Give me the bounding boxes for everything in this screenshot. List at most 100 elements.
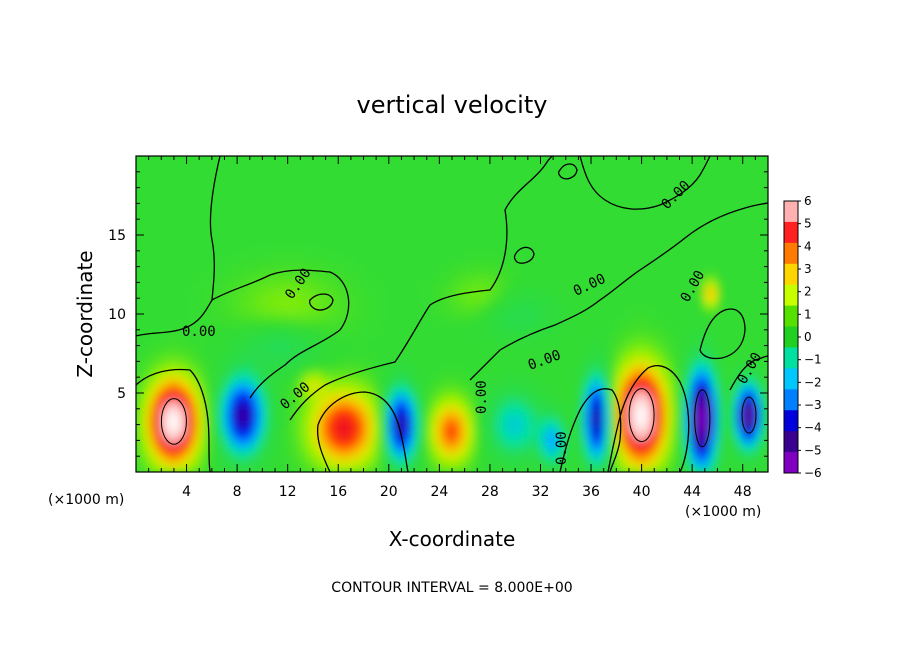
heatmap-cell bbox=[723, 376, 731, 385]
heatmap-cell bbox=[268, 206, 276, 214]
heatmap-cell bbox=[653, 383, 662, 391]
heatmap-cell bbox=[331, 294, 339, 302]
heatmap-cell bbox=[388, 250, 396, 258]
heatmap-cell bbox=[173, 307, 181, 315]
heatmap-cell bbox=[400, 383, 409, 391]
heatmap-cell bbox=[628, 193, 636, 201]
heatmap-cell bbox=[685, 174, 693, 182]
heatmap-cell bbox=[299, 326, 308, 334]
heatmap-cell bbox=[173, 269, 181, 277]
heatmap-cell bbox=[223, 212, 232, 220]
heatmap-cell bbox=[609, 452, 617, 460]
heatmap-cell bbox=[318, 294, 327, 302]
heatmap-cell bbox=[287, 180, 295, 189]
heatmap-cell bbox=[495, 338, 504, 347]
heatmap-cell bbox=[141, 262, 150, 271]
heatmap-cell bbox=[312, 199, 320, 208]
heatmap-cell bbox=[603, 275, 611, 283]
heatmap-cell bbox=[293, 250, 301, 258]
heatmap-cell bbox=[603, 161, 611, 170]
heatmap-cell bbox=[160, 256, 169, 264]
heatmap-cell bbox=[306, 433, 314, 441]
heatmap-cell bbox=[261, 326, 270, 334]
heatmap-cell bbox=[761, 338, 768, 347]
heatmap-cell bbox=[242, 243, 251, 252]
heatmap-cell bbox=[622, 389, 630, 397]
heatmap-cell bbox=[148, 401, 156, 410]
heatmap-cell bbox=[704, 307, 712, 315]
heatmap-cell bbox=[217, 161, 225, 170]
heatmap-cell bbox=[514, 420, 523, 429]
heatmap-cell bbox=[489, 307, 497, 315]
heatmap-cell bbox=[672, 408, 681, 416]
heatmap-cell bbox=[363, 180, 371, 189]
heatmap-cell bbox=[445, 161, 453, 170]
heatmap-cell bbox=[584, 237, 592, 245]
heatmap-cell bbox=[388, 225, 396, 233]
heatmap-cell bbox=[622, 345, 630, 353]
heatmap-cell bbox=[413, 156, 421, 163]
heatmap-cell bbox=[274, 275, 282, 283]
heatmap-cell bbox=[514, 389, 523, 397]
heatmap-cell bbox=[514, 332, 523, 340]
heatmap-cell bbox=[508, 218, 516, 227]
heatmap-cell bbox=[521, 357, 529, 366]
heatmap-cell bbox=[136, 351, 143, 359]
heatmap-cell bbox=[451, 180, 459, 189]
heatmap-cell bbox=[723, 262, 731, 271]
heatmap-cell bbox=[495, 414, 504, 422]
heatmap-cell bbox=[464, 383, 472, 391]
heatmap-cell bbox=[761, 275, 768, 283]
heatmap-cell bbox=[539, 370, 548, 378]
heatmap-cell bbox=[716, 161, 725, 170]
heatmap-cell bbox=[584, 300, 592, 309]
heatmap-cell bbox=[590, 458, 598, 467]
heatmap-cell bbox=[666, 174, 674, 182]
heatmap-cell bbox=[369, 414, 377, 422]
heatmap-cell bbox=[464, 319, 472, 328]
heatmap-cell bbox=[457, 275, 466, 283]
heatmap-cell bbox=[136, 269, 143, 277]
heatmap-cell bbox=[464, 300, 472, 309]
heatmap-cell bbox=[299, 370, 308, 378]
heatmap-cell bbox=[261, 408, 270, 416]
heatmap-cell bbox=[546, 345, 554, 353]
heatmap-cell bbox=[476, 174, 485, 182]
heatmap-cell bbox=[136, 370, 143, 378]
heatmap-cell bbox=[223, 307, 232, 315]
heatmap-cell bbox=[287, 357, 295, 366]
heatmap-cell bbox=[483, 427, 491, 435]
heatmap-cell bbox=[464, 414, 472, 422]
heatmap-cell bbox=[293, 174, 301, 182]
heatmap-cell bbox=[318, 420, 327, 429]
heatmap-cell bbox=[679, 212, 687, 220]
heatmap-cell bbox=[268, 376, 276, 385]
heatmap-cell bbox=[249, 218, 257, 227]
heatmap-cell bbox=[527, 300, 535, 309]
heatmap-cell bbox=[154, 281, 162, 290]
heatmap-cell bbox=[198, 313, 207, 321]
heatmap-cell bbox=[293, 237, 301, 245]
heatmap-cell bbox=[242, 250, 251, 258]
heatmap-cell bbox=[381, 452, 390, 460]
heatmap-cell bbox=[584, 326, 592, 334]
heatmap-cell bbox=[691, 300, 699, 309]
heatmap-cell bbox=[217, 370, 225, 378]
heatmap-cell bbox=[729, 326, 737, 334]
heatmap-cell bbox=[299, 243, 308, 252]
heatmap-cell bbox=[514, 218, 523, 227]
heatmap-cell bbox=[729, 364, 737, 372]
heatmap-cell bbox=[154, 218, 162, 227]
heatmap-cell bbox=[495, 300, 504, 309]
heatmap-cell bbox=[457, 262, 466, 271]
heatmap-cell bbox=[558, 345, 567, 353]
heatmap-cell bbox=[236, 427, 244, 435]
heatmap-cell bbox=[742, 439, 750, 448]
heatmap-cell bbox=[280, 439, 289, 448]
heatmap-cell bbox=[375, 168, 383, 176]
heatmap-cell bbox=[457, 389, 466, 397]
heatmap-cell bbox=[426, 307, 434, 315]
heatmap-cell bbox=[293, 439, 301, 448]
heatmap-cell bbox=[230, 206, 238, 214]
heatmap-cell bbox=[413, 237, 421, 245]
